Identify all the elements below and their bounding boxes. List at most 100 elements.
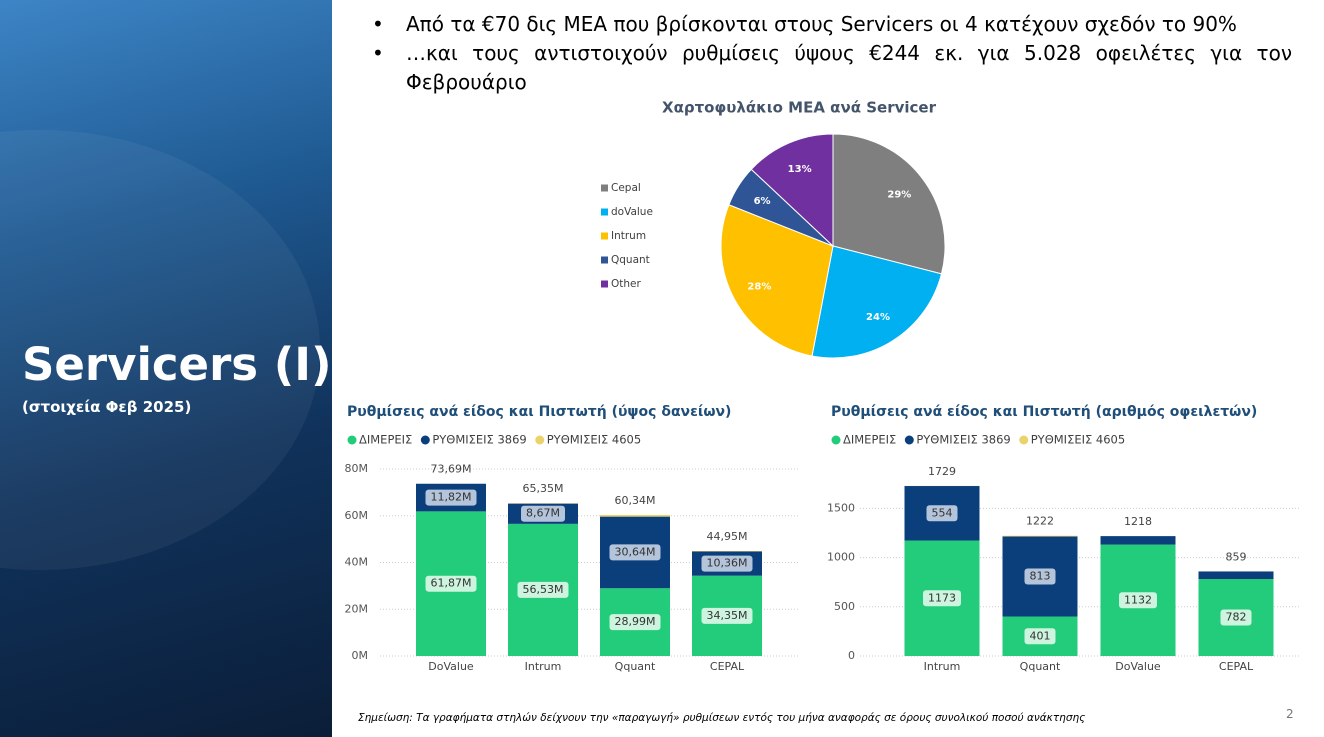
value-label-box <box>609 544 661 561</box>
slice-label: 13% <box>788 164 812 175</box>
value-label: 782 <box>1226 611 1247 624</box>
value-label: 401 <box>1030 629 1051 642</box>
legend-label: ΔΙΜΕΡΕΙΣ <box>843 433 896 447</box>
total-label: 1222 <box>1026 515 1054 528</box>
total-label: 73,69M <box>431 463 472 476</box>
legend-label: ΔΙΜΕΡΕΙΣ <box>359 433 412 447</box>
y-tick-label: 40M <box>345 556 369 569</box>
value-label-box <box>609 614 661 631</box>
bar-segment <box>1198 571 1274 580</box>
value-label: 813 <box>1030 570 1051 583</box>
legend-marker <box>904 435 914 445</box>
pie-slice <box>720 204 834 357</box>
legend-swatch <box>601 232 608 240</box>
slice-label: 29% <box>887 190 911 201</box>
legend-label: Cepal <box>611 182 641 194</box>
bullet: …και τους αντιστοιχούν ρυθμίσεις ύψους €… <box>372 39 1292 97</box>
y-tick-label: 1000 <box>827 551 855 564</box>
legend-label: ΡΥΘΜΙΣΕΙΣ 4605 <box>1031 433 1125 447</box>
value-label-box <box>521 505 565 522</box>
legend-label: ΡΥΘΜΙΣΕΙΣ 3869 <box>916 433 1010 447</box>
y-tick-label: 0 <box>848 649 855 662</box>
total-label: 1218 <box>1124 515 1152 528</box>
y-tick-label: 1500 <box>827 501 855 514</box>
legend-marker <box>535 435 545 445</box>
x-tick-label: DoValue <box>428 660 474 673</box>
slide-title: Servicers (I) <box>22 338 332 391</box>
value-label: 1132 <box>1124 593 1152 606</box>
value-label: 28,99M <box>615 615 656 628</box>
pie-slice <box>750 133 834 248</box>
side-panel: Servicers (I) (στοιχεία Φεβ 2025) <box>0 0 332 737</box>
x-tick-label: DoValue <box>1115 660 1161 673</box>
value-label: 56,53M <box>523 583 564 596</box>
value-label: 11,82M <box>431 491 472 504</box>
total-label: 44,95M <box>707 530 748 543</box>
value-label-box <box>425 575 477 592</box>
legend-label: ΡΥΘΜΙΣΕΙΣ 4605 <box>547 433 641 447</box>
legend-marker <box>831 435 841 445</box>
value-label: 30,64M <box>615 545 656 558</box>
legend-label: ΡΥΘΜΙΣΕΙΣ 3869 <box>432 433 526 447</box>
footnote: Σημείωση: Τα γραφήματα στηλών δείχνουν τ… <box>358 712 1086 724</box>
x-tick-label: Qquant <box>615 660 656 673</box>
slice-label: 24% <box>866 312 890 323</box>
legend-swatch <box>601 280 608 288</box>
legend-marker <box>347 435 357 445</box>
value-label: 10,36M <box>707 557 748 570</box>
value-label-box <box>701 555 753 572</box>
value-label: 34,35M <box>707 609 748 622</box>
x-tick-label: CEPAL <box>710 660 745 673</box>
legend-swatch <box>601 208 608 216</box>
total-label: 65,35M <box>523 482 564 495</box>
bar-segment <box>1002 535 1078 537</box>
slice-label: 6% <box>754 196 771 207</box>
total-label: 1729 <box>928 465 956 478</box>
bar-segment <box>692 550 762 552</box>
y-tick-label: 20M <box>345 602 369 615</box>
value-label-box <box>1024 628 1056 645</box>
value-label-box <box>1119 592 1157 609</box>
value-label: 61,87M <box>431 577 472 590</box>
chart-title: Ρυθμίσεις ανά είδος και Πιστωτή (αριθμός… <box>831 404 1257 420</box>
legend-label: Other <box>611 278 641 290</box>
value-label-box <box>926 505 958 522</box>
bullet: Από τα €70 δις ΜΕΑ που βρίσκονται στους … <box>372 10 1292 39</box>
value-label: 8,67M <box>526 507 560 520</box>
y-tick-label: 500 <box>834 600 855 613</box>
y-tick-label: 80M <box>345 462 369 475</box>
bullet-list: Από τα €70 δις ΜΕΑ που βρίσκονται στους … <box>372 10 1292 97</box>
legend-label: Intrum <box>611 230 646 242</box>
x-tick-label: Intrum <box>525 660 562 673</box>
page-number: 2 <box>1286 707 1294 721</box>
x-tick-label: CEPAL <box>1219 660 1254 673</box>
legend-label: Qquant <box>611 254 650 266</box>
total-label: 859 <box>1226 550 1247 563</box>
value-label-box <box>1024 568 1056 585</box>
total-label: 60,34M <box>615 494 656 507</box>
legend-marker <box>420 435 430 445</box>
value-label-box <box>1220 609 1252 626</box>
x-tick-label: Qquant <box>1020 660 1061 673</box>
legend-swatch <box>601 184 608 192</box>
slide-subtitle: (στοιχεία Φεβ 2025) <box>22 398 192 416</box>
value-label-box <box>701 607 753 624</box>
value-label: 554 <box>932 506 953 519</box>
bar-segment <box>1100 536 1176 545</box>
pie-slice <box>832 133 946 275</box>
slice-label: 28% <box>747 281 771 292</box>
chart-title: Χαρτοφυλάκιο ΜΕΑ ανά Servicer <box>662 99 937 117</box>
y-tick-label: 0M <box>352 649 369 662</box>
value-label-box <box>923 590 961 607</box>
x-tick-label: Intrum <box>924 660 961 673</box>
value-label-box <box>425 489 477 506</box>
legend-label: doValue <box>611 206 653 218</box>
y-tick-label: 60M <box>345 509 369 522</box>
bar-segment <box>600 514 670 517</box>
legend-swatch <box>601 256 608 264</box>
legend-marker <box>1019 435 1029 445</box>
value-label-box <box>517 581 569 598</box>
pie-slice <box>811 245 943 359</box>
